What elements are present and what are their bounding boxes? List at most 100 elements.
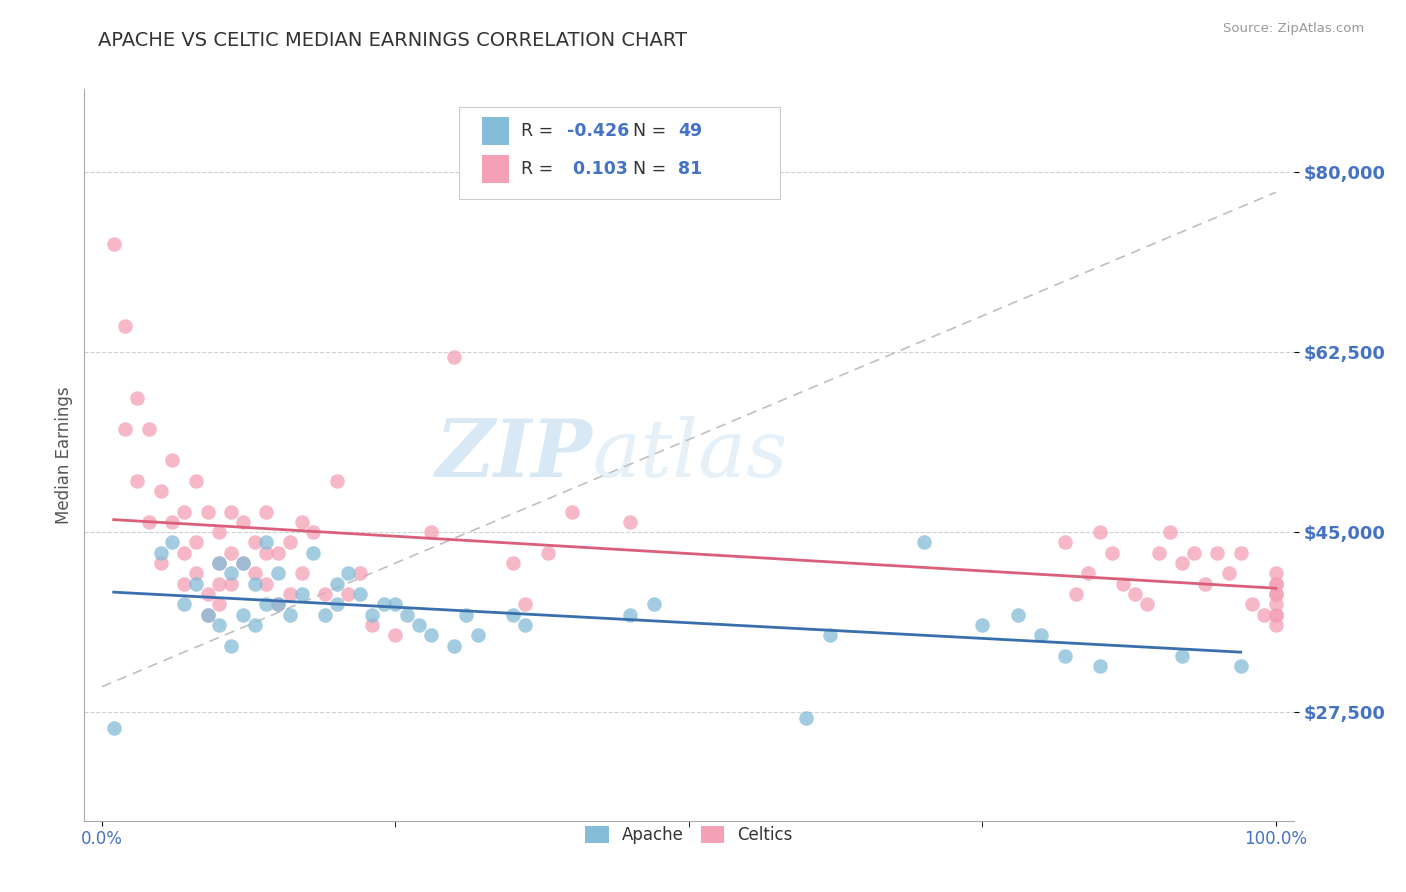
- Point: [1053, 535, 1076, 549]
- Point: [184, 535, 207, 549]
- Point: [127, 474, 149, 488]
- Point: [361, 618, 384, 632]
- Point: [1264, 607, 1286, 622]
- Point: [208, 556, 231, 570]
- Point: [1264, 576, 1286, 591]
- Point: [173, 546, 195, 560]
- Point: [173, 597, 195, 611]
- Text: N =: N =: [633, 160, 666, 178]
- Point: [1136, 597, 1159, 611]
- Point: [337, 566, 360, 581]
- Point: [197, 607, 219, 622]
- Point: [419, 628, 441, 642]
- Point: [1264, 566, 1286, 581]
- Point: [337, 587, 360, 601]
- Point: [1229, 659, 1251, 673]
- Text: R =: R =: [520, 160, 553, 178]
- Point: [1053, 648, 1076, 663]
- Point: [197, 607, 219, 622]
- Point: [1182, 546, 1205, 560]
- Point: [561, 505, 583, 519]
- Point: [208, 597, 231, 611]
- Point: [149, 556, 172, 570]
- Text: 81: 81: [678, 160, 703, 178]
- Point: [219, 546, 242, 560]
- Point: [1088, 525, 1111, 540]
- Point: [619, 607, 641, 622]
- Point: [278, 535, 301, 549]
- Point: [1264, 587, 1286, 601]
- Point: [1206, 546, 1229, 560]
- Point: [643, 597, 665, 611]
- Text: R =: R =: [520, 122, 553, 140]
- Point: [127, 391, 149, 405]
- Point: [232, 515, 254, 529]
- Point: [454, 607, 477, 622]
- Point: [243, 618, 266, 632]
- Point: [184, 576, 207, 591]
- Point: [349, 587, 371, 601]
- Point: [208, 576, 231, 591]
- Point: [326, 597, 349, 611]
- Point: [243, 535, 266, 549]
- Point: [267, 597, 290, 611]
- Point: [254, 505, 277, 519]
- Point: [184, 474, 207, 488]
- Point: [384, 597, 406, 611]
- FancyBboxPatch shape: [482, 117, 509, 145]
- Point: [232, 556, 254, 570]
- Point: [1194, 576, 1216, 591]
- Point: [278, 587, 301, 601]
- Point: [1264, 607, 1286, 622]
- Point: [290, 566, 312, 581]
- Point: [1029, 628, 1052, 642]
- Point: [232, 556, 254, 570]
- Point: [103, 721, 125, 735]
- Point: [254, 597, 277, 611]
- Point: [513, 597, 536, 611]
- Point: [419, 525, 441, 540]
- Point: [302, 546, 325, 560]
- Point: [1007, 607, 1029, 622]
- Point: [278, 607, 301, 622]
- Text: ZIP: ZIP: [436, 417, 592, 493]
- Legend: Apache, Celtics: Apache, Celtics: [576, 818, 801, 853]
- Point: [1147, 546, 1170, 560]
- Point: [197, 505, 219, 519]
- Point: [149, 483, 172, 498]
- Point: [408, 618, 430, 632]
- Point: [1264, 576, 1286, 591]
- Point: [114, 422, 136, 436]
- Point: [1229, 546, 1251, 560]
- Point: [219, 639, 242, 653]
- Point: [208, 556, 231, 570]
- Point: [794, 711, 817, 725]
- FancyBboxPatch shape: [460, 108, 780, 199]
- Point: [254, 576, 277, 591]
- Point: [513, 618, 536, 632]
- Point: [232, 607, 254, 622]
- Point: [818, 628, 841, 642]
- Point: [349, 566, 371, 581]
- Point: [972, 618, 994, 632]
- Point: [912, 535, 935, 549]
- Point: [326, 474, 349, 488]
- Point: [1159, 525, 1181, 540]
- Point: [314, 607, 336, 622]
- Point: [1123, 587, 1146, 601]
- Point: [1241, 597, 1264, 611]
- Point: [1253, 607, 1275, 622]
- Point: [243, 576, 266, 591]
- Point: [1171, 648, 1194, 663]
- Point: [219, 566, 242, 581]
- Point: [1077, 566, 1099, 581]
- Point: [208, 618, 231, 632]
- Point: [208, 525, 231, 540]
- Point: [173, 505, 195, 519]
- Point: [219, 576, 242, 591]
- Point: [537, 546, 560, 560]
- FancyBboxPatch shape: [482, 155, 509, 183]
- Point: [162, 453, 184, 467]
- Point: [114, 319, 136, 334]
- Point: [1101, 546, 1123, 560]
